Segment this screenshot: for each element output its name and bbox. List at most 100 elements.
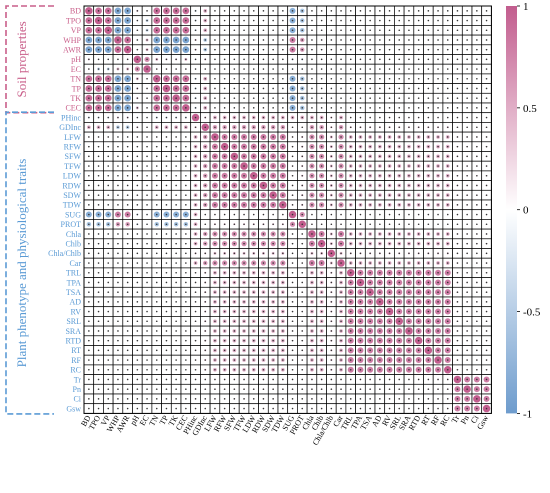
sig-dot-car-vp [107,262,110,264]
sig-dot-ec-gdinc [204,68,207,70]
sig-dot-tn-vp [107,77,110,80]
sig-dot-chla-chlb-chlb [320,252,323,255]
sig-dot-trl-ldw [252,271,255,274]
sig-dot-rtd-ci [476,339,478,342]
sig-dot-prot-chla [311,223,313,226]
sig-dot-phinc-bd [88,116,90,119]
sig-dot-sdw-ph [136,194,139,196]
sig-dot-rt-tfw [243,349,245,352]
row-label-pn: Pn [73,385,81,394]
sig-dot-tn-tr [456,77,459,80]
sig-dot-cec-awr [126,107,129,109]
sig-dot-awr-whp [117,48,119,51]
col-labels: BDTPOVPWHPAWRpHECTNTPTKCECPHincGDIncLFWR… [79,413,490,447]
sig-dot-cec-gsw [485,107,488,109]
sig-dot-tr-bd [88,378,90,381]
sig-dot-sra-pn [466,330,468,332]
sig-dot-rdw-sdw [272,184,274,187]
sig-dot-whp-tr [456,39,459,41]
sig-dot-chla-chlb-tp [165,252,168,255]
sig-dot-srl-tpo [97,320,100,323]
sig-dot-tn-ec [146,77,148,80]
sig-dot-rt-sra [408,349,410,352]
sig-dot-rv-sra [408,310,410,313]
sig-dot-chlb-rdw [262,242,265,245]
sig-dot-tdw-tk [175,204,177,206]
sig-dot-vp-pn [466,29,468,32]
sig-dot-bd-tk [175,10,177,12]
sig-dot-srl-tpa [359,320,362,323]
sig-dot-sdw-ci [476,194,478,196]
sig-dot-chlb-tk [175,242,177,245]
row-label-ci: Ci [73,395,81,404]
sig-dot-bd-chla-chlb [330,10,333,12]
sig-dot-bd-rt [427,10,430,12]
sig-dot-rt-whp [117,349,119,352]
sig-dot-tpa-cec [185,281,187,284]
sig-dot-rv-rtd [417,310,420,313]
row-label-prot: PROT [61,220,82,229]
sig-dot-cec-lfw [214,107,216,109]
sig-dot-tdw-pn [466,204,468,206]
sig-dot-srl-rdw [262,320,265,323]
sig-dot-sug-chlb [320,213,323,216]
row-label-rfw: RFW [64,142,82,151]
sig-dot-rf-vp [107,359,110,361]
sig-dot-tpo-chlb [320,19,323,22]
sig-dot-ad-chlb [320,301,323,303]
sig-dot-lfw-tsa [369,136,371,138]
sig-dot-sdw-gsw [485,194,488,196]
sig-dot-ph-pn [466,58,468,61]
sig-dot-lfw-tk [175,136,177,138]
col-label-ec: EC [138,414,151,427]
sig-dot-sug-rdw [262,213,265,216]
sig-dot-rf-tsa [369,359,371,361]
sig-dot-sfw-tpa [359,155,362,158]
sig-dot-ec-lfw [214,68,216,70]
sig-dot-ldw-phinc [194,174,197,177]
sig-dot-chla-gdinc [204,233,207,235]
sig-dot-rdw-prot [301,184,304,187]
sig-dot-tdw-sra [408,204,410,206]
sig-dot-tn-rv [388,77,391,80]
sig-dot-ec-tsa [369,68,371,70]
sig-dot-sdw-gdinc [204,194,207,196]
sig-dot-tr-ph [136,378,139,381]
sig-dot-rv-srl [398,310,401,313]
sig-dot-gdinc-bd [88,126,90,129]
sig-dot-tpo-tk [175,19,177,22]
sig-dot-rt-ec [146,349,148,352]
sig-dot-ad-tr [456,301,459,303]
sig-dot-lfw-awr [126,136,129,138]
sig-dot-rfw-vp [107,145,110,148]
sig-dot-rc-srl [398,368,401,371]
sig-dot-bd-pn [466,10,468,12]
sig-dot-srl-srl [398,320,401,323]
sig-dot-chla-chlb-bd [88,252,90,255]
sig-dot-prot-phinc [194,223,197,226]
sig-dot-tk-tdw [282,97,284,99]
sig-dot-sug-tpa [359,213,362,216]
sig-dot-srl-rt [427,320,430,323]
sig-dot-sfw-tfw [243,155,245,158]
sig-dot-tk-bd [88,97,90,99]
sig-dot-tn-pn [466,77,468,80]
sig-dot-tfw-chla-chlb [330,165,333,167]
sig-dot-rtd-rc [446,339,449,342]
sig-dot-rtd-rf [437,339,439,342]
sig-dot-tpo-vp [107,19,110,22]
sig-dot-tr-tk [175,378,177,381]
sig-dot-gdinc-rt [427,126,430,129]
sig-dot-tsa-rf [437,291,439,293]
sig-dot-awr-sfw [233,48,236,51]
row-label-gdinc: GDInc [59,123,81,132]
sig-dot-chla-tdw [282,233,284,235]
sig-dot-lfw-prot [301,136,304,138]
sig-dot-rtd-rdw [262,339,265,342]
sig-dot-srl-tr [456,320,459,323]
sig-dot-prot-trl [349,223,352,226]
sig-dot-bd-tpa [359,10,362,12]
sig-dot-srl-tdw [282,320,284,323]
sig-dot-tpo-bd [88,19,90,22]
sig-dot-rdw-srl [398,184,401,187]
